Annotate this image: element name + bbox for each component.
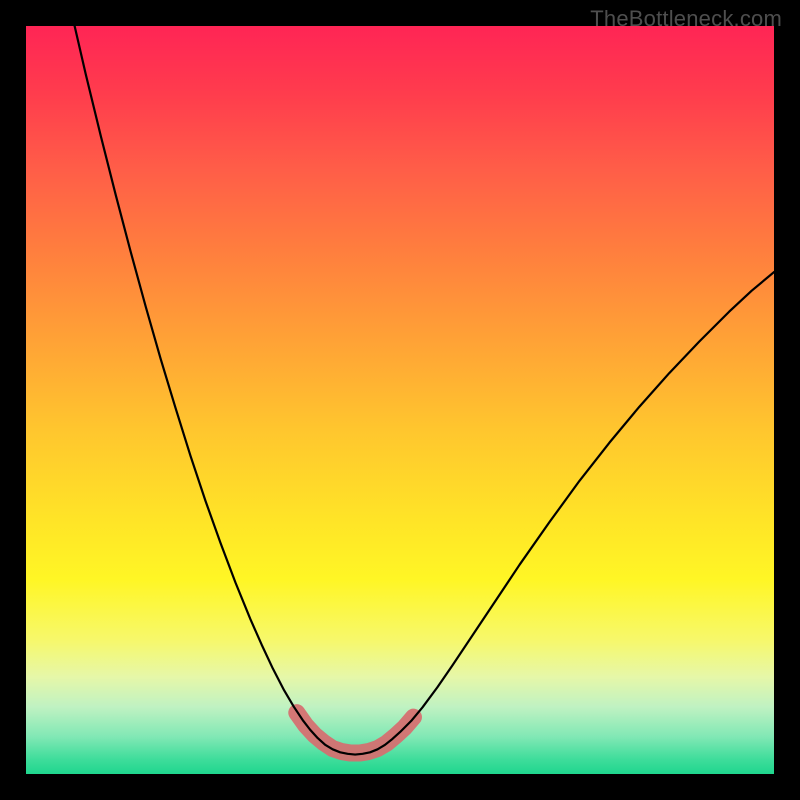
- bottleneck-curve: [75, 26, 774, 755]
- watermark-text: TheBottleneck.com: [590, 6, 782, 32]
- chart-plot-area: [26, 26, 774, 774]
- chart-svg: [26, 26, 774, 774]
